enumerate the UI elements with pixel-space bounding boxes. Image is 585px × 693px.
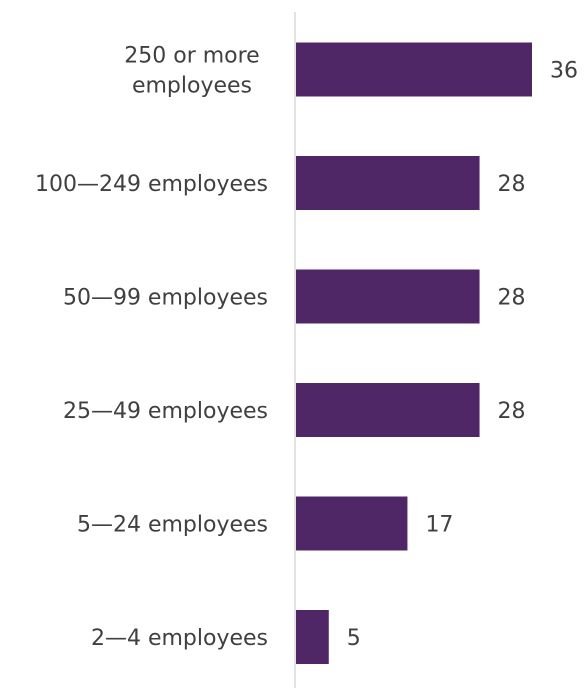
bar [296, 383, 480, 437]
data-labels: 36 28 28 28 17 5 [347, 59, 578, 652]
bar [296, 156, 480, 210]
category-label: 50—99 employees [63, 286, 268, 311]
data-label: 17 [425, 513, 453, 538]
bars-layer [296, 42, 532, 664]
category-label: 250 or more employees [124, 44, 259, 99]
category-label: 5—24 employees [77, 513, 268, 538]
data-label: 5 [347, 626, 361, 651]
category-label: 100—249 employees [35, 172, 268, 197]
category-label: 2—4 employees [91, 626, 268, 651]
bar [296, 42, 532, 97]
bar [296, 496, 408, 551]
bar [296, 269, 480, 324]
data-label: 36 [550, 59, 578, 84]
bar [296, 610, 329, 664]
data-label: 28 [498, 399, 526, 424]
category-labels: 250 or more employees 100—249 employees 50—… [35, 44, 268, 652]
data-label: 28 [498, 172, 526, 197]
category-label: 25—49 employees [63, 399, 268, 424]
data-label: 28 [498, 286, 526, 311]
